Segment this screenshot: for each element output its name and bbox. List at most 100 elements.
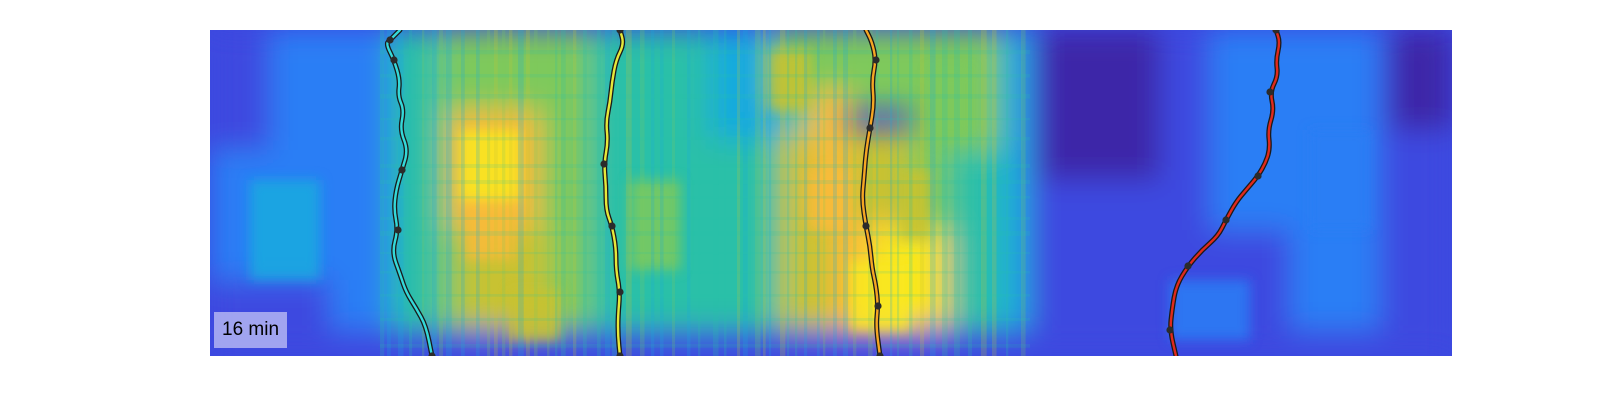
trace-node — [1184, 262, 1192, 270]
heatmap-streak — [446, 30, 452, 356]
heatmap-streak — [380, 318, 1030, 321]
trace-node — [398, 166, 406, 174]
heatmap-streak — [876, 30, 879, 356]
heatmap-patch — [465, 200, 515, 260]
heatmap-patch — [460, 130, 520, 200]
heatmap-patch — [1310, 130, 1370, 230]
heatmap-streak — [380, 94, 1030, 99]
kymograph-heatmap: 16 min — [210, 30, 1452, 356]
heatmap-streak — [981, 30, 987, 356]
heatmap-streak — [380, 74, 1030, 78]
heatmap-streak — [942, 30, 948, 356]
heatmap-streak — [494, 30, 498, 356]
heatmap-region — [210, 30, 270, 150]
heatmap-streak — [1006, 30, 1009, 356]
heatmap-patch — [850, 260, 910, 330]
trace-node — [616, 288, 624, 296]
heatmap-streak — [409, 30, 413, 356]
heatmap-patch — [510, 290, 560, 340]
trace-node — [428, 352, 436, 356]
heatmap-streak — [780, 30, 786, 356]
heatmap-streak — [804, 30, 808, 356]
heatmap-streak — [509, 30, 513, 356]
heatmap-streak — [823, 30, 826, 356]
heatmap-streak — [380, 180, 1030, 185]
heatmap-streak — [743, 30, 748, 356]
heatmap-streak — [651, 30, 655, 356]
heatmap-patch — [930, 70, 970, 140]
heatmap-streak — [502, 30, 506, 356]
time-label: 16 min — [214, 312, 288, 348]
heatmap-region — [1390, 30, 1452, 130]
heatmap-streak — [853, 30, 857, 356]
heatmap-streak — [561, 30, 566, 356]
heatmap-streak — [380, 271, 1030, 274]
heatmap-streak — [954, 30, 960, 356]
heatmap-streak — [380, 30, 385, 356]
heatmap-streak — [476, 30, 480, 356]
heatmap-streak — [534, 30, 538, 356]
heatmap-patch — [900, 170, 930, 240]
heatmap-streak — [380, 231, 1030, 236]
heatmap-streak — [660, 30, 664, 356]
heatmap-streak — [380, 50, 1030, 55]
heatmap-image — [210, 30, 1452, 356]
heatmap-streak — [920, 30, 925, 356]
heatmap-streak — [555, 30, 558, 356]
trace-node — [394, 226, 402, 234]
trace-node — [876, 352, 884, 356]
heatmap-streak — [583, 30, 587, 356]
trace-node — [390, 56, 398, 64]
heatmap-streak — [518, 30, 524, 356]
heatmap-patch — [630, 180, 680, 270]
heatmap-streak — [487, 30, 491, 356]
heatmap-streak — [422, 30, 425, 356]
heatmap-streak — [890, 30, 893, 356]
heatmap-streak — [897, 30, 900, 356]
heatmap-patch — [810, 170, 850, 230]
heatmap-region — [210, 330, 1452, 356]
heatmap-streak — [1021, 30, 1026, 356]
heatmap-streak — [387, 30, 391, 356]
heatmap-streak — [398, 30, 404, 356]
heatmap-streak — [380, 164, 1030, 168]
trace-node — [862, 222, 870, 230]
heatmap-streak — [833, 30, 837, 356]
heatmap-streak — [968, 30, 972, 356]
heatmap-streak — [380, 137, 1030, 141]
heatmap-streak — [698, 30, 701, 356]
heatmap-streak — [380, 118, 1030, 121]
heatmap-patch — [250, 180, 320, 280]
heatmap-streak — [672, 30, 676, 356]
heatmap-streak — [432, 30, 437, 356]
heatmap-streak — [687, 30, 691, 356]
heatmap-streak — [724, 30, 727, 356]
trace-node — [1254, 172, 1262, 180]
heatmap-streak — [713, 30, 719, 356]
heatmap-streak — [573, 30, 577, 356]
heatmap-streak — [547, 30, 550, 356]
heatmap-streak — [380, 252, 1030, 255]
trace-node — [1266, 88, 1274, 96]
heatmap-streak — [795, 30, 798, 356]
heatmap-streak — [526, 30, 530, 356]
heatmap-streak — [843, 30, 849, 356]
heatmap-streak — [787, 30, 790, 356]
heatmap-streak — [755, 30, 761, 356]
heatmap-streak — [380, 196, 1030, 199]
trace-node — [608, 222, 616, 230]
heatmap-streak — [909, 30, 913, 356]
heatmap-streak — [380, 217, 1030, 220]
trace-node — [616, 30, 624, 34]
heatmap-streak — [612, 30, 618, 356]
heatmap-streak — [817, 30, 820, 356]
trace-node — [874, 302, 882, 310]
trace-node — [386, 36, 394, 44]
trace-node — [872, 56, 880, 64]
heatmap-streak — [597, 30, 601, 356]
heatmap-streak — [380, 344, 1030, 348]
trace-node — [1222, 216, 1230, 224]
heatmap-streak — [461, 30, 465, 356]
heatmap-streak — [769, 30, 772, 356]
